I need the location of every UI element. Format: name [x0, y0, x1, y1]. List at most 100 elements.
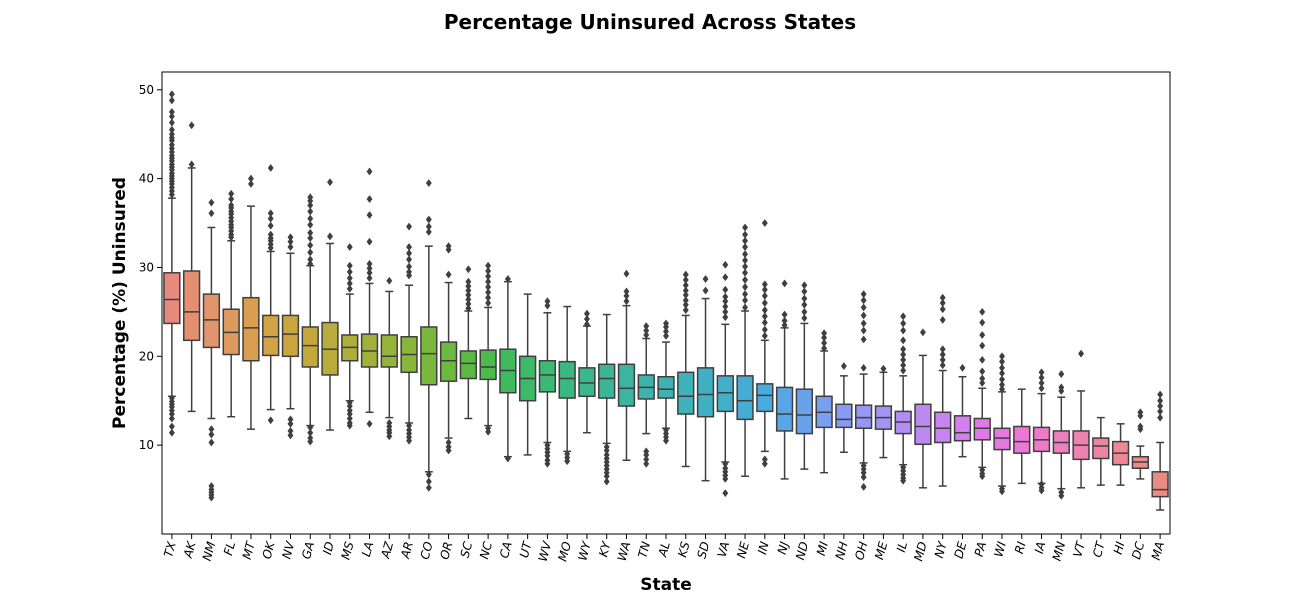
outlier-point — [287, 431, 294, 440]
box-body — [795, 388, 814, 435]
outlier-point — [623, 297, 630, 306]
x-tick-label: DC — [1129, 540, 1147, 561]
box-body — [420, 326, 438, 386]
outlier-point — [643, 330, 650, 340]
outlier-point — [1078, 349, 1085, 358]
box-OK — [262, 163, 280, 425]
box-body — [775, 386, 794, 432]
outlier-point — [287, 419, 294, 428]
outlier-point — [366, 211, 373, 220]
box-body — [953, 415, 972, 442]
box-body — [1013, 425, 1031, 454]
outlier-point — [208, 493, 215, 502]
x-tick-label: NC — [477, 540, 495, 561]
box-body — [756, 383, 774, 413]
outlier-point — [742, 296, 749, 305]
box-body — [716, 375, 734, 413]
box-body — [459, 350, 478, 380]
outlier-point — [860, 311, 867, 320]
outlier-point — [939, 305, 946, 314]
x-tick-label: NE — [734, 540, 752, 560]
box-KY — [598, 313, 616, 486]
x-tick-label: CO — [418, 540, 436, 561]
outlier-point — [1157, 413, 1164, 422]
x-axis-label: State — [640, 575, 692, 595]
outlier-point — [445, 270, 452, 279]
x-tick-label: MS — [338, 540, 356, 561]
outlier-point — [208, 438, 215, 447]
box-NM — [202, 198, 221, 502]
outlier-point — [168, 428, 175, 437]
box-body — [598, 363, 616, 399]
box-HI — [1111, 423, 1130, 486]
outlier-point — [1038, 486, 1045, 495]
outlier-point — [900, 336, 907, 345]
outlier-point — [445, 245, 452, 254]
x-tick-label: RI — [1012, 540, 1029, 556]
box-FL — [222, 189, 240, 418]
outlier-point — [168, 118, 175, 127]
box-body — [914, 403, 932, 446]
x-tick-label: TX — [161, 539, 179, 558]
outlier-point — [168, 96, 175, 105]
outlier-point — [406, 436, 413, 445]
outlier-point — [366, 237, 373, 246]
outlier-point — [643, 459, 650, 468]
x-tick-label: VT — [1070, 539, 1088, 559]
x-tick-label: ID — [320, 540, 337, 556]
outlier-point — [801, 300, 808, 309]
y-tick-label: 50 — [139, 83, 154, 97]
outlier-point — [959, 363, 966, 372]
x-tick-label: MO — [555, 540, 574, 563]
box-body — [538, 360, 557, 393]
x-tick-label: DE — [951, 540, 969, 560]
outlier-point — [761, 459, 768, 468]
box-CO — [420, 179, 438, 492]
outlier-point — [801, 287, 808, 296]
outlier-point — [860, 473, 867, 482]
y-tick-label: 40 — [139, 172, 154, 186]
x-tick-label: WA — [615, 540, 634, 562]
outlier-point — [860, 319, 867, 328]
outlier-point — [168, 190, 175, 199]
outlier-point — [998, 487, 1006, 496]
outlier-point — [386, 432, 393, 441]
outlier-point — [979, 378, 986, 387]
outlier-point — [761, 318, 768, 327]
outlier-point — [761, 298, 768, 308]
outlier-point — [307, 207, 314, 216]
x-tick-label: LA — [359, 540, 376, 558]
box-MI — [815, 329, 833, 474]
outlier-point — [326, 232, 334, 241]
x-tick-label: NY — [932, 539, 950, 560]
outlier-point — [208, 209, 215, 218]
outlier-point — [979, 307, 986, 316]
outlier-point — [307, 234, 314, 243]
outlier-point — [761, 331, 768, 340]
box-body — [934, 411, 952, 444]
outlier-point — [267, 221, 274, 230]
x-tick-label: MI — [814, 540, 831, 557]
outlier-point — [247, 179, 254, 188]
x-tick-label: FL — [221, 540, 238, 557]
outlier-point — [425, 179, 432, 188]
outlier-point — [485, 427, 492, 436]
outlier-point — [979, 367, 986, 376]
box-AZ — [380, 276, 398, 441]
outlier-point — [623, 269, 630, 278]
y-tick-label: 20 — [139, 349, 154, 363]
outlier-point — [307, 259, 314, 268]
box-body — [973, 417, 991, 441]
x-tick-label: KS — [675, 540, 693, 559]
box-VT — [1072, 349, 1090, 489]
outlier-point — [425, 483, 432, 492]
outlier-point — [208, 198, 215, 207]
box-NH — [835, 362, 853, 454]
outlier-point — [406, 255, 413, 264]
outlier-point — [504, 274, 511, 284]
box-SC — [459, 265, 478, 420]
outlier-point — [860, 482, 867, 491]
box-DC — [1131, 408, 1150, 480]
outlier-point — [742, 303, 749, 312]
